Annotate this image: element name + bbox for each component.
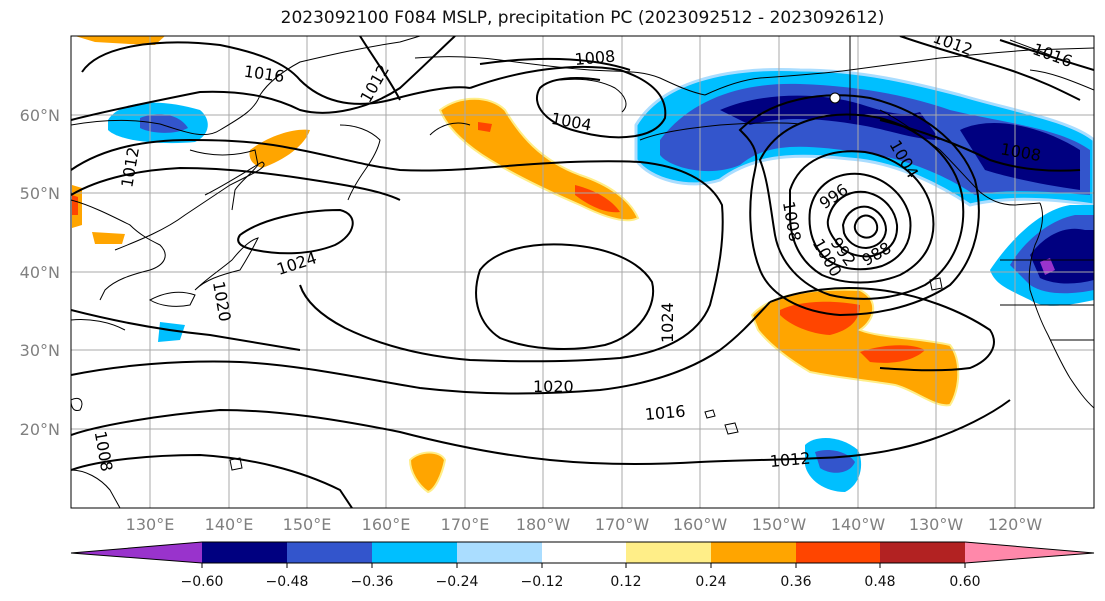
lon-label: 120°W: [988, 515, 1043, 534]
precip-shading: [72, 36, 1094, 494]
lon-label: 130°E: [126, 515, 175, 534]
colorbar-tick-label: −0.36: [351, 574, 394, 590]
colorbar-tick-label: 0.36: [780, 574, 811, 590]
precip-negative-purple: [1040, 258, 1055, 275]
colorbar-segment: [457, 542, 542, 563]
colorbar-segment: [542, 542, 626, 563]
lat-label: 60°N: [20, 106, 60, 125]
precip-positive-red: [72, 195, 78, 215]
precip-positive-yellow: [75, 36, 165, 45]
precip-positive-red: [478, 122, 492, 132]
colorbar-segment: [202, 542, 287, 563]
colorbar-segment: [287, 542, 372, 563]
colorbar-tick-label: −0.60: [181, 574, 224, 590]
lon-label: 130°W: [909, 515, 964, 534]
colorbar-ticks: [201, 563, 966, 568]
lon-label: 140°E: [205, 515, 254, 534]
colorbar: −0.60 −0.48 −0.36 −0.24 −0.12 0.12 0.24 …: [70, 541, 1095, 590]
longitude-labels: 130°E 140°E 150°E 160°E 170°E 180°W 170°…: [126, 515, 1043, 534]
map-frame: [70, 35, 1095, 509]
colorbar-segment: [965, 542, 1094, 563]
colorbar-segment: [711, 542, 796, 563]
isobars: [71, 36, 1094, 508]
lon-label: 170°W: [595, 515, 650, 534]
isobar-label: 1016: [644, 402, 686, 424]
colorbar-tick-label: −0.12: [521, 574, 564, 590]
latitude-labels: 60°N 50°N 40°N 30°N 20°N: [20, 106, 60, 439]
precip-positive-red: [575, 185, 620, 213]
lat-label: 50°N: [20, 184, 60, 203]
isobar-label: 1012: [769, 449, 811, 471]
lon-label: 180°W: [516, 515, 571, 534]
isobar-label: 1020: [533, 377, 574, 396]
colorbar-segment: [880, 542, 965, 563]
colorbar-tick-label: 0.60: [949, 574, 980, 590]
colorbar-tick-label: −0.48: [266, 574, 309, 590]
graticule: [71, 36, 1094, 508]
isobar-label: 1024: [658, 302, 677, 343]
precip-positive-yellow: [249, 129, 310, 168]
lat-label: 30°N: [20, 341, 60, 360]
precip-positive-yellow: [408, 451, 447, 494]
precip-negative-dark: [960, 122, 1080, 190]
isobar-label: 1008: [574, 47, 616, 69]
lon-label: 160°E: [362, 515, 411, 534]
low-center-marker: [829, 92, 841, 104]
colorbar-tick-label: 0.24: [695, 574, 726, 590]
lon-label: 150°E: [283, 515, 332, 534]
lon-label: 170°E: [441, 515, 490, 534]
precip-negative-light: [158, 322, 185, 342]
colorbar-segment: [71, 542, 202, 563]
lat-label: 40°N: [20, 263, 60, 282]
lat-label: 20°N: [20, 420, 60, 439]
colorbar-segment: [372, 542, 457, 563]
precip-positive-yellow: [92, 232, 125, 244]
precip-negative-medium: [140, 114, 188, 133]
colorbar-tick-label: −0.24: [436, 574, 479, 590]
colorbar-segment: [796, 542, 880, 563]
map-title: 2023092100 F084 MSLP, precipitation PC (…: [280, 8, 885, 28]
lon-label: 140°W: [831, 515, 886, 534]
precip-positive-red: [780, 301, 860, 335]
colorbar-segment: [626, 542, 711, 563]
colorbar-tick-label: 0.48: [864, 574, 895, 590]
coastlines: [71, 36, 1094, 508]
colorbar-tick-label: 0.12: [610, 574, 641, 590]
lon-label: 160°W: [673, 515, 728, 534]
lon-label: 150°W: [752, 515, 807, 534]
